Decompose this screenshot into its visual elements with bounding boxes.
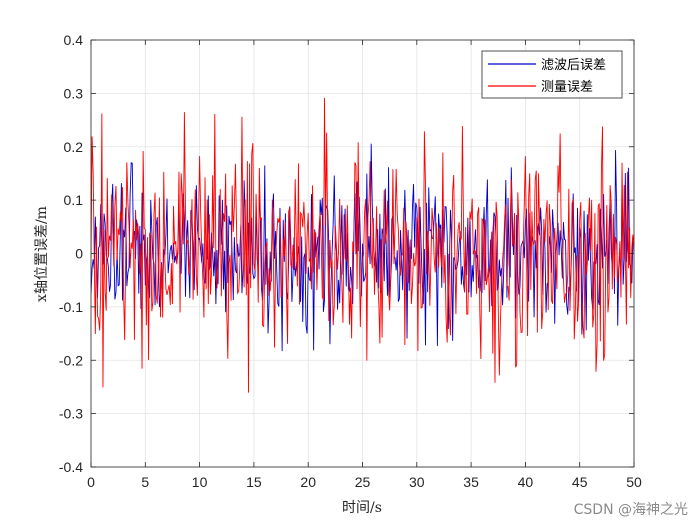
x-tick-label: 25: [355, 474, 371, 490]
legend: 滤波后误差 测量误差: [481, 50, 623, 99]
x-tick-label: 0: [87, 474, 95, 490]
y-tick-label: -0.2: [59, 352, 83, 368]
x-tick-label: 5: [141, 474, 149, 490]
x-tick-label: 40: [518, 474, 534, 490]
x-tick-labels: 0 5 10 15 20 25 30 35 40 45 50: [87, 474, 642, 490]
y-tick-label: 0.4: [64, 32, 84, 48]
legend-label-filtered-error: 滤波后误差: [541, 58, 606, 73]
x-tick-label: 30: [409, 474, 425, 490]
plot-area: [91, 97, 634, 393]
watermark: CSDN @海神之光: [574, 502, 688, 518]
y-tick-label: -0.1: [59, 299, 83, 315]
y-tick-label: 0: [75, 246, 83, 262]
x-tick-label: 45: [572, 474, 588, 490]
x-tick-label: 20: [300, 474, 316, 490]
legend-box: [481, 50, 623, 99]
y-axis-label: x轴位置误差/m: [34, 206, 50, 302]
y-tick-label: 0.3: [64, 85, 84, 101]
y-tick-label: 0.2: [64, 139, 84, 155]
x-tick-label: 35: [463, 474, 479, 490]
x-tick-label: 10: [192, 474, 208, 490]
tick-marks: [90, 39, 635, 468]
x-tick-label: 15: [246, 474, 262, 490]
y-tick-labels: -0.4 -0.3 -0.2 -0.1 0 0.1 0.2 0.3 0.4: [59, 32, 83, 475]
y-tick-label: 0.1: [64, 192, 84, 208]
series-line-measurement-error: [91, 97, 634, 393]
legend-label-measurement-error: 测量误差: [541, 80, 593, 95]
x-tick-label: 50: [626, 474, 642, 490]
x-axis-label: 时间/s: [342, 500, 382, 516]
y-tick-label: -0.4: [59, 459, 83, 475]
y-tick-label: -0.3: [59, 406, 83, 422]
